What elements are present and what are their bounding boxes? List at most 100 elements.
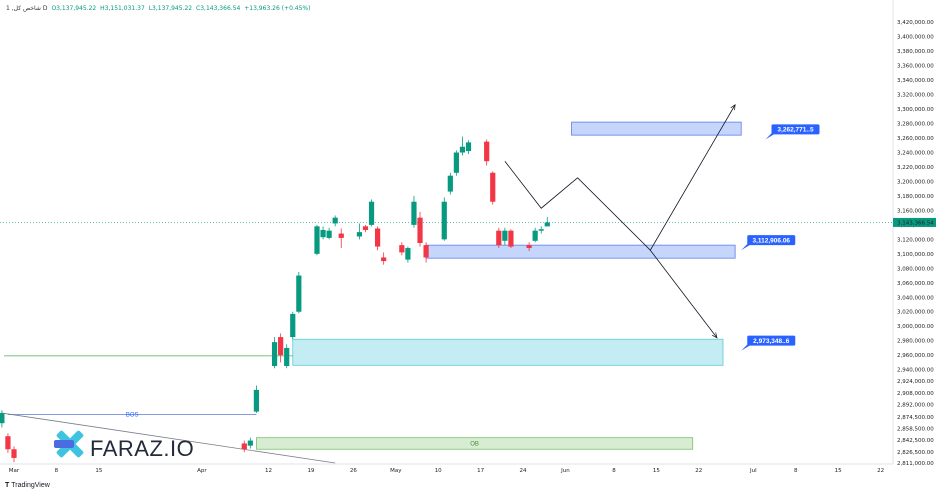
- y-tick-label: 3,300,000.00: [897, 107, 934, 113]
- callout-pointer: [765, 133, 776, 140]
- candle[interactable]: [405, 246, 411, 263]
- close-value: C3,143,366.54: [196, 5, 241, 12]
- candle[interactable]: [362, 224, 369, 233]
- candle-body: [453, 152, 459, 173]
- candle-body: [332, 217, 338, 224]
- y-tick-label: 3,240,000.00: [897, 151, 934, 157]
- candle-body: [411, 201, 417, 225]
- candle[interactable]: [465, 140, 472, 154]
- candle[interactable]: [381, 252, 387, 265]
- faraz-watermark: FARAZ.IO: [52, 426, 194, 467]
- candle[interactable]: [326, 227, 332, 240]
- y-tick-label: 2,874,500.00: [897, 415, 934, 421]
- candle[interactable]: [375, 226, 381, 251]
- candle[interactable]: [423, 242, 429, 263]
- zone-middle[interactable]: [425, 244, 736, 259]
- candle-body: [0, 413, 5, 424]
- candle-body: [484, 141, 490, 162]
- candle-body: [441, 201, 447, 240]
- candle[interactable]: [447, 172, 453, 195]
- faraz-logo-icon: [54, 430, 84, 458]
- candle-body: [490, 172, 496, 202]
- projection-path-alt[interactable]: [649, 249, 717, 338]
- candle-body: [423, 245, 429, 258]
- candle[interactable]: [314, 224, 320, 256]
- candle[interactable]: [399, 242, 405, 256]
- candle[interactable]: [411, 195, 417, 228]
- candle[interactable]: [296, 271, 302, 314]
- candle[interactable]: [544, 216, 550, 227]
- change-value: +13,963.26 (+0.45%): [244, 5, 311, 12]
- y-tick-label: 3,220,000.00: [897, 165, 934, 171]
- low-value: L3,137,945.22: [148, 5, 193, 12]
- candle[interactable]: [247, 437, 253, 449]
- y-tick-label: 3,080,000.00: [897, 266, 934, 272]
- y-tick-label: 3,260,000.00: [897, 136, 934, 142]
- candle-body: [508, 230, 514, 247]
- candle[interactable]: [241, 440, 247, 453]
- x-tick-label: 15: [95, 468, 102, 474]
- tradingview-logo[interactable]: T TradingView: [5, 482, 50, 489]
- candle[interactable]: [5, 433, 11, 453]
- candle[interactable]: [508, 229, 514, 249]
- y-tick-label: 3,360,000.00: [897, 64, 934, 70]
- high-value: H3,151,031.37: [100, 5, 145, 12]
- zone-upper[interactable]: [571, 121, 742, 136]
- y-tick-label: 3,180,000.00: [897, 194, 934, 200]
- candle[interactable]: [441, 197, 447, 241]
- candle-body: [247, 440, 253, 446]
- candle[interactable]: [453, 150, 459, 176]
- zone-lower[interactable]: [292, 338, 724, 366]
- candle[interactable]: [338, 228, 344, 249]
- callout-pointer: [741, 344, 752, 351]
- candle[interactable]: [271, 337, 278, 369]
- y-tick-label: 2,842,500.00: [897, 438, 934, 444]
- price-callout-upper[interactable]: 3,262,771..5: [765, 124, 820, 140]
- watermark-text: FARAZ.IO: [90, 436, 195, 461]
- candle[interactable]: [368, 199, 375, 227]
- candle[interactable]: [332, 215, 338, 227]
- y-tick-label: 2,858,500.00: [897, 427, 934, 433]
- x-tick-label: May: [390, 468, 402, 474]
- candle-body: [271, 342, 278, 367]
- x-tick-label: Mar: [9, 468, 20, 474]
- candle[interactable]: [284, 344, 290, 369]
- candle-body: [544, 222, 550, 227]
- candle[interactable]: [502, 227, 508, 246]
- symbol-name[interactable]: شاخص کل: [13, 5, 41, 12]
- candle[interactable]: [290, 311, 296, 340]
- candle[interactable]: [356, 223, 363, 240]
- y-tick-label: 2,980,000.00: [897, 339, 934, 345]
- callout-box: [747, 235, 796, 246]
- candle[interactable]: [459, 136, 466, 156]
- candle[interactable]: [538, 226, 544, 234]
- candle-body: [465, 142, 472, 152]
- candle[interactable]: [526, 242, 532, 251]
- candle[interactable]: [484, 139, 490, 166]
- candle[interactable]: [490, 171, 496, 205]
- candle[interactable]: [11, 446, 17, 463]
- candle-body: [314, 226, 320, 254]
- projection-path-main[interactable]: [504, 105, 735, 251]
- callout-pointer: [741, 244, 752, 251]
- candle[interactable]: [320, 226, 326, 240]
- price-callout-middle[interactable]: 3,112,906.06: [741, 235, 796, 251]
- candle[interactable]: [253, 385, 259, 414]
- trendline[interactable]: [1, 412, 336, 464]
- candle-body: [320, 229, 326, 238]
- price-callout-lower[interactable]: 2,973,348..6: [741, 335, 796, 351]
- candle[interactable]: [532, 227, 538, 243]
- zone-ob[interactable]: [255, 437, 694, 450]
- x-tick-label: 15: [835, 468, 842, 474]
- candle-body: [362, 226, 369, 230]
- candle[interactable]: [496, 227, 502, 249]
- candle-body: [338, 233, 344, 238]
- candle[interactable]: [278, 333, 284, 363]
- candle[interactable]: [0, 410, 5, 428]
- callout-label: 2,973,348..6: [753, 338, 790, 345]
- candle[interactable]: [417, 211, 423, 247]
- x-tick-label: Jul: [749, 468, 757, 474]
- x-tick-label: Jun: [560, 468, 570, 474]
- callout-label: 3,112,906.06: [752, 237, 790, 244]
